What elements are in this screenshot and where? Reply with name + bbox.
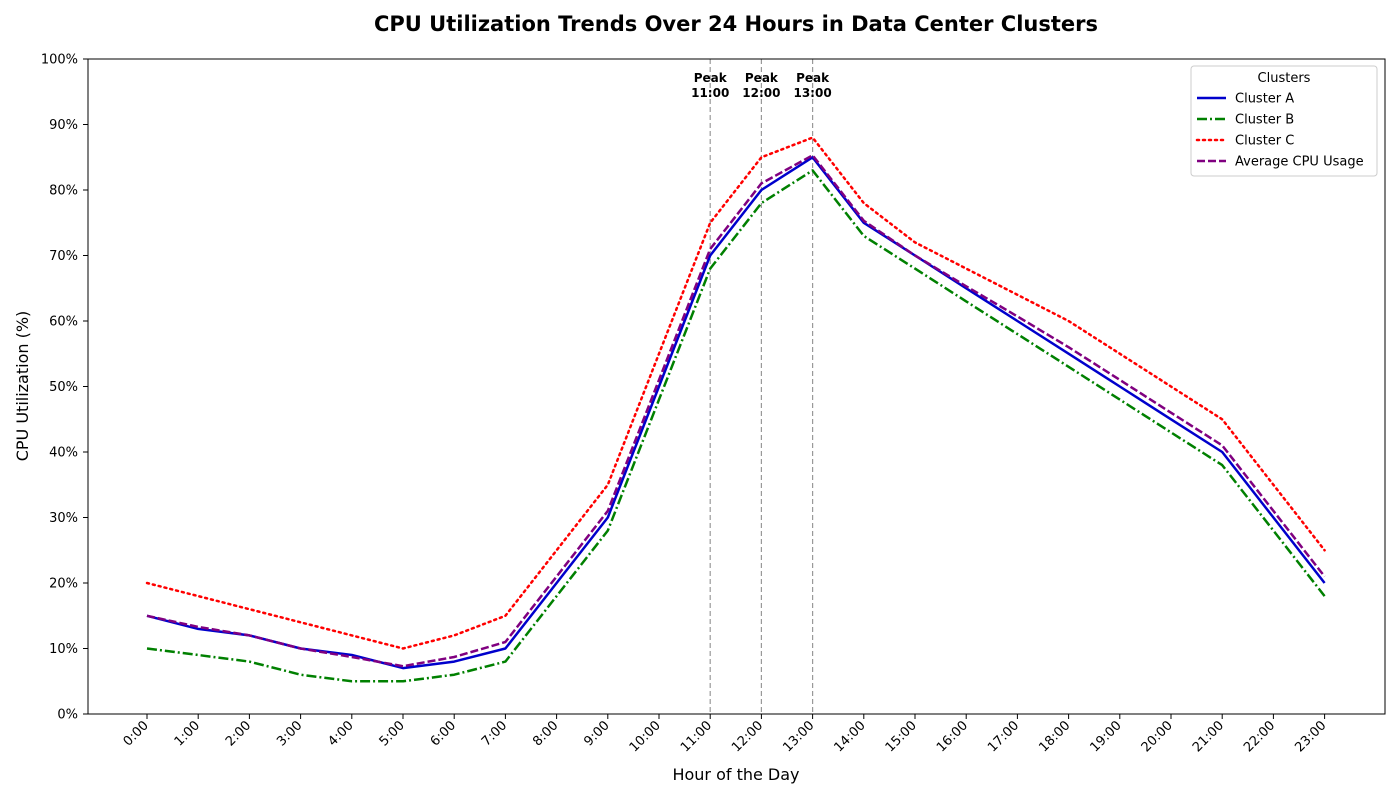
- chart-title: CPU Utilization Trends Over 24 Hours in …: [374, 12, 1098, 36]
- peak-annotation-label: Peak: [694, 71, 728, 85]
- x-tick-label: 15:00: [883, 718, 920, 755]
- x-tick-label: 14:00: [832, 718, 869, 755]
- y-tick-label: 50%: [49, 380, 78, 395]
- x-tick-label: 16:00: [934, 718, 971, 755]
- legend-label: Average CPU Usage: [1235, 155, 1364, 170]
- x-tick-label: 12:00: [729, 718, 766, 755]
- legend-box: [1190, 65, 1378, 177]
- x-tick-label: 9:00: [581, 718, 612, 749]
- x-tick-label: 11:00: [678, 718, 715, 755]
- legend: Clusters Cluster A Cluster B Cluster C Avera…: [1190, 65, 1378, 177]
- y-tick-label: 80%: [49, 184, 78, 199]
- x-tick-label: 21:00: [1190, 718, 1227, 755]
- y-axis: 0% 10% 20% 30% 40% 50% 60% 70% 80% 90% 100%: [41, 53, 88, 723]
- x-tick-label: 8:00: [530, 718, 561, 749]
- peak-annotation-time: 11:00: [691, 86, 729, 100]
- y-tick-label: 0%: [57, 708, 78, 723]
- x-tick-label: 3:00: [274, 718, 305, 749]
- x-tick-label: 20:00: [1139, 718, 1176, 755]
- y-tick-label: 70%: [49, 249, 78, 264]
- peak-annotation-time: 13:00: [793, 86, 831, 100]
- x-tick-label: 6:00: [428, 718, 459, 749]
- x-axis: 0:00 1:00 2:00 3:00 4:00 5:00 6:00 7:00 8:00 9:00…: [121, 714, 1329, 755]
- y-axis-label: CPU Utilization (%): [13, 311, 32, 462]
- y-tick-label: 30%: [49, 511, 78, 526]
- x-tick-label: 4:00: [325, 718, 356, 749]
- x-tick-label: 5:00: [377, 718, 408, 749]
- y-tick-label: 100%: [41, 53, 78, 68]
- series-line-2: [145, 136, 1326, 650]
- legend-label: Cluster C: [1235, 134, 1294, 149]
- peak-annotation-time: 12:00: [742, 86, 780, 100]
- peak-annotation-label: Peak: [796, 71, 830, 85]
- x-tick-label: 1:00: [172, 718, 203, 749]
- series-line-0: [146, 156, 1326, 670]
- x-tick-label: 17:00: [985, 718, 1022, 755]
- y-tick-label: 20%: [49, 577, 78, 592]
- legend-label: Cluster A: [1235, 92, 1294, 107]
- x-tick-label: 13:00: [780, 718, 817, 755]
- legend-title: Clusters: [1258, 71, 1311, 86]
- x-tick-label: 19:00: [1088, 718, 1125, 755]
- x-tick-label: 22:00: [1241, 718, 1278, 755]
- peak-annotation-label: Peak: [745, 71, 779, 85]
- x-tick-label: 23:00: [1292, 718, 1329, 755]
- series-line-1: [146, 169, 1326, 683]
- y-tick-label: 90%: [49, 118, 78, 133]
- x-tick-label: 10:00: [627, 718, 664, 755]
- series-line-3: [146, 154, 1326, 668]
- y-tick-label: 60%: [49, 315, 78, 330]
- x-tick-label: 2:00: [223, 718, 254, 749]
- x-axis-label: Hour of the Day: [672, 765, 799, 784]
- plot-frame: [87, 58, 1386, 715]
- peak-lines: [709, 59, 814, 714]
- y-tick-label: 40%: [49, 446, 78, 461]
- y-tick-label: 10%: [49, 642, 78, 657]
- x-tick-label: 0:00: [121, 718, 152, 749]
- x-tick-label: 18:00: [1036, 718, 1073, 755]
- series-layer: [145, 136, 1326, 683]
- legend-label: Cluster B: [1235, 113, 1294, 128]
- x-tick-label: 7:00: [479, 718, 510, 749]
